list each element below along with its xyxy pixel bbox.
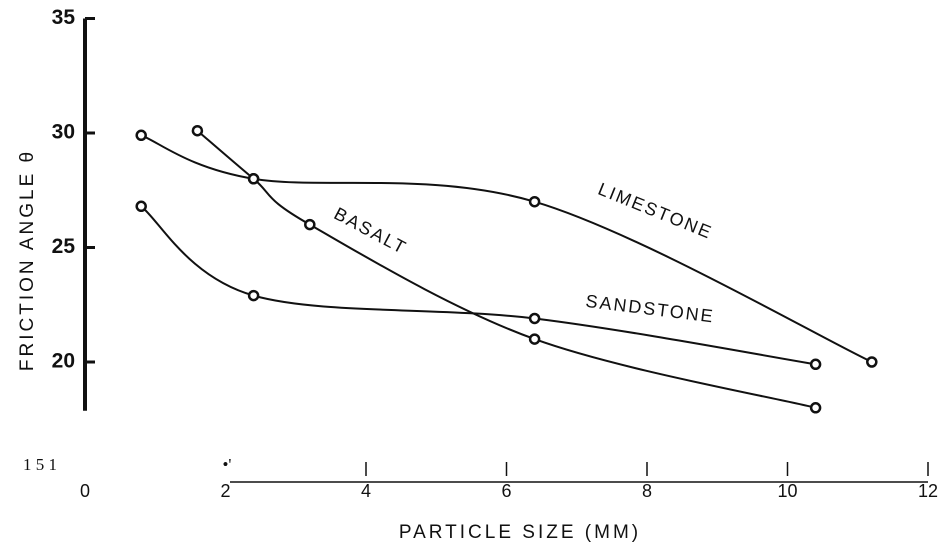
data-point — [528, 195, 541, 208]
x-tick-label: 4 — [361, 481, 371, 501]
data-point — [135, 129, 147, 142]
line-series — [140, 134, 873, 363]
data-point — [135, 200, 147, 213]
x-axis-label: PARTICLE SIZE (MM) — [399, 522, 641, 543]
x-tick-label: 6 — [501, 481, 511, 501]
x-tick-label: 0 — [80, 481, 90, 501]
data-point — [247, 289, 260, 302]
y-tick-label: 20 — [52, 350, 75, 373]
annotation: 1 5 1 — [23, 455, 57, 474]
line-series — [140, 205, 816, 366]
data-point — [191, 124, 204, 137]
x-tick-label: 10 — [777, 481, 797, 501]
data-point — [809, 402, 822, 414]
data-point — [866, 356, 878, 368]
x-tick-label: 8 — [642, 481, 652, 501]
series-label: LIMESTONE — [595, 179, 715, 243]
y-tick-label: 30 — [52, 121, 75, 144]
series-label: SANDSTONE — [585, 291, 716, 327]
y-tick-label: 25 — [52, 235, 76, 258]
x-tick-label: 2 — [220, 481, 230, 501]
x-tick-label: 12 — [918, 481, 938, 501]
line-series — [196, 129, 816, 409]
data-point — [809, 358, 822, 371]
data-point — [247, 173, 260, 185]
series-label: BASALT — [331, 203, 411, 258]
y-tick-label: 35 — [52, 6, 76, 29]
y-axis-label: FRICTION ANGLE θ — [17, 149, 38, 371]
data-point — [304, 218, 316, 231]
annotation: •' — [222, 455, 231, 474]
data-point — [528, 312, 541, 325]
data-point — [528, 333, 541, 345]
